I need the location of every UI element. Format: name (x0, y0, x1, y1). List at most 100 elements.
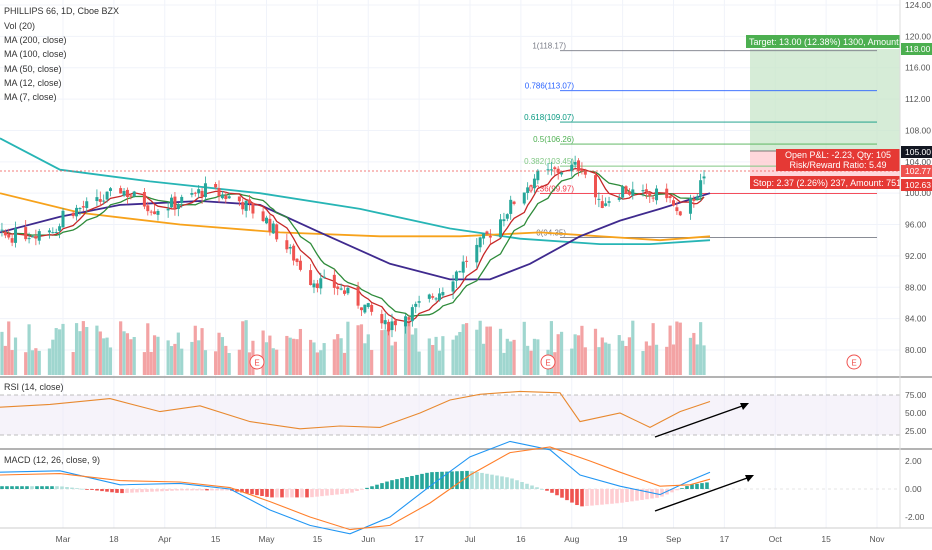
time-tick-label: 15 (821, 534, 831, 544)
candle (441, 292, 445, 296)
macd-histogram-bar (640, 489, 644, 500)
candle (465, 260, 469, 262)
volume-bar (180, 348, 184, 375)
volume-bar (146, 323, 150, 375)
candle (322, 276, 326, 278)
volume-bar (37, 350, 41, 375)
volume-bar (10, 350, 14, 375)
stop-label[interactable]: Stop: 2.37 (2.26%) 237, Amount: 751.1 (750, 176, 909, 189)
macd-histogram-bar (570, 489, 574, 503)
candle (553, 167, 557, 170)
macd-histogram-bar (0, 486, 4, 489)
macd-histogram-bar (695, 483, 699, 489)
volume-bar (437, 350, 442, 375)
price-tick-label: 112.00 (905, 94, 931, 104)
volume-bar (390, 345, 394, 375)
svg-text:Stop: 2.37 (2.26%) 237, Amount: Stop: 2.37 (2.26%) 237, Amount: 751.1 (753, 178, 909, 188)
candle (485, 231, 489, 234)
candle (315, 283, 319, 289)
macd-histogram-bar (205, 489, 209, 491)
volume-bar (427, 338, 431, 375)
candle (560, 172, 564, 175)
candle (214, 184, 218, 188)
candle (414, 303, 418, 307)
earnings-marker[interactable]: E (540, 354, 556, 370)
rsi-tick-label: 75.00 (905, 390, 927, 400)
volume-bar (644, 341, 648, 375)
time-tick-label: Jun (361, 534, 375, 544)
macd-histogram-bar (320, 489, 324, 497)
earnings-marker[interactable]: E (846, 354, 862, 370)
macd-histogram-bar (340, 489, 344, 495)
volume-bar (356, 325, 360, 375)
time-tick-label: Jul (465, 534, 476, 544)
macd-histogram-bar (525, 483, 529, 489)
earnings-marker[interactable]: E (249, 354, 265, 370)
volume-bar (451, 339, 455, 375)
macd-histogram-bar (85, 489, 89, 490)
rsi-trend-arrow[interactable] (654, 403, 749, 438)
volume-bar (668, 325, 672, 375)
candle (393, 320, 397, 326)
candle (108, 188, 112, 191)
candle (458, 271, 462, 273)
volume-bar (583, 347, 587, 375)
candle (688, 197, 692, 214)
candle (665, 188, 669, 199)
macd-histogram-bar (540, 489, 544, 490)
candle (549, 169, 553, 171)
symbol-title: PHILLIPS 66, 1D, Cboe BZX (4, 6, 119, 16)
volume-bar (58, 329, 62, 375)
candle (529, 185, 533, 187)
candle (146, 205, 150, 212)
candle (37, 231, 41, 241)
candle (58, 226, 62, 231)
macd-histogram-bar (50, 486, 54, 489)
candle (248, 199, 252, 204)
macd-histogram-bar (575, 489, 579, 506)
volume-bar (465, 323, 469, 375)
volume-bar (359, 324, 364, 375)
volume-bar (108, 347, 113, 375)
candle (583, 170, 587, 175)
macd-histogram-bar (150, 489, 154, 492)
volume-bar (407, 320, 411, 375)
volume-bar (190, 341, 194, 375)
target-zone[interactable] (750, 49, 900, 151)
macd-trend-arrow[interactable] (654, 475, 754, 512)
candle (427, 294, 431, 299)
moving-averages (0, 137, 711, 324)
macd-histogram-bar (305, 489, 309, 498)
macd-histogram-bar (645, 489, 649, 500)
macd-histogram-bar (520, 482, 524, 489)
candle (346, 287, 350, 294)
time-tick-label: 16 (516, 534, 526, 544)
macd-histogram-bar (25, 486, 29, 489)
pnl-box[interactable]: Open P&L: -2.23, Qty: 105 Risk/Reward Ra… (776, 149, 900, 171)
macd-histogram-bar (360, 489, 364, 490)
candle (78, 208, 82, 210)
fib-level-label: 0.382(103.45) (524, 157, 574, 166)
chart-grid (0, 0, 900, 528)
fib-level-label: 0.5(106.26) (533, 135, 574, 144)
candle (125, 189, 129, 197)
volume-bar (559, 331, 564, 375)
price-tick-label: 92.00 (905, 251, 927, 261)
svg-text:Target: 13.00 (12.38%) 1300, A: Target: 13.00 (12.38%) 1300, Amount: 23 (749, 37, 914, 47)
volume-bar (509, 341, 513, 375)
macd-histogram-bar (225, 489, 229, 491)
macd-histogram-bar (510, 478, 514, 489)
volume-bar (152, 335, 157, 375)
macd-histogram-bar (705, 482, 709, 489)
candle (641, 190, 645, 192)
candle (200, 190, 204, 197)
target-label[interactable]: Target: 13.00 (12.38%) 1300, Amount: 23 (746, 35, 914, 48)
ma7-line (1, 167, 705, 324)
legend-ma200: MA (200, close) (4, 35, 67, 45)
volume-bar (488, 326, 492, 375)
stop-price-badge: 102.63 (901, 179, 932, 191)
candle (298, 260, 302, 270)
volume-bar (125, 333, 130, 375)
volume-bar (414, 328, 418, 375)
